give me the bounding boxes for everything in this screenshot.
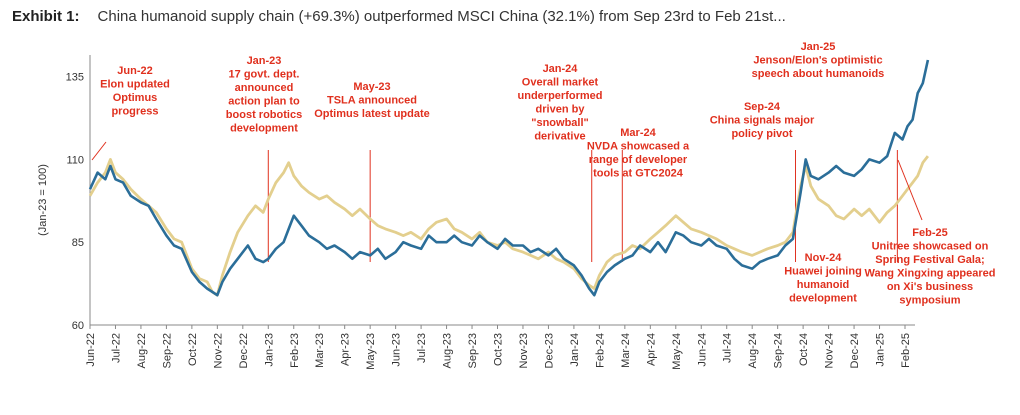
annotation-line: Unitree showcased on	[872, 241, 989, 253]
annotation-line: underperformed	[518, 90, 603, 102]
annotation-line: driven by	[536, 104, 586, 116]
x-tick-label: Jul-24	[722, 333, 734, 363]
annotation-pointer	[897, 159, 923, 221]
x-tick-label: Feb-24	[594, 333, 606, 368]
x-tick-label: Mar-23	[314, 333, 326, 368]
annotation-line: development	[230, 123, 298, 135]
annotation-line: action plan to	[228, 96, 300, 108]
annotation-line: speech about humanoids	[752, 68, 885, 80]
x-tick-label: Jan-24	[569, 333, 581, 367]
x-tick-label: Oct-23	[493, 333, 505, 366]
annotation-line: Wang Xingxing appeared	[865, 268, 996, 280]
x-tick-label: Sep-24	[773, 333, 785, 368]
x-tick-label: Oct-24	[798, 333, 810, 366]
series-line-supply_chain	[88, 59, 930, 297]
annotation-line: Feb-25	[912, 227, 947, 239]
annotation-line: Optimus latest update	[314, 108, 430, 120]
event-markers	[267, 150, 898, 262]
annotation-line: symposium	[899, 295, 960, 307]
x-tick-label: Jan-23	[263, 333, 275, 367]
y-tick-label: 85	[72, 237, 84, 249]
y-tick-label: 135	[66, 72, 84, 84]
annotation-line: on Xi's business	[887, 281, 973, 293]
annotation-line: tools at GTC2024	[593, 168, 684, 180]
annotation-line: Elon updated	[100, 79, 170, 91]
series-lines	[88, 59, 930, 297]
x-tick-label: Oct-22	[187, 333, 199, 366]
annotation-line: range of developer	[589, 154, 688, 166]
x-tick-label: Apr-23	[340, 333, 352, 366]
x-tick-label: Mar-24	[620, 333, 632, 368]
x-tick-label: Aug-22	[136, 333, 148, 368]
x-tick-label: Dec-23	[543, 333, 555, 368]
annotation-line: NVDA showcased a	[587, 141, 690, 153]
annotation-line: Optimus	[113, 92, 158, 104]
x-tick-label: Sep-22	[161, 333, 173, 368]
x-tick-label: Apr-24	[645, 333, 657, 366]
annotation-line: May-23	[353, 81, 390, 93]
annotation: Jun-22 Elon updated Optimus progress	[100, 65, 170, 118]
annotation-line: Sep-24	[744, 101, 781, 113]
x-tick-label: Nov-22	[212, 333, 224, 368]
x-tick-label: Feb-23	[289, 333, 301, 368]
annotations: Jun-22 Elon updated Optimus progress Jan-23 1…	[91, 41, 996, 307]
y-tick-label: 110	[66, 154, 84, 166]
exhibit-title: Exhibit 1: China humanoid supply chain (+…	[12, 8, 786, 25]
axes: 60 85 110 135 Jun-22 Jul-22 Aug-22 Sep-22 Oct-22…	[66, 55, 915, 370]
annotation-line: Spring Festival Gala;	[875, 254, 984, 266]
x-tick-label: May-24	[671, 333, 683, 370]
annotation-line: Jan-23	[247, 55, 282, 67]
x-tick-label: Aug-24	[747, 333, 759, 368]
annotation-line: Jan-24	[543, 63, 579, 75]
annotation-line: progress	[111, 106, 158, 118]
annotation: Feb-25 Unitree showcased on Spring Festiva…	[865, 227, 996, 307]
x-tick-label: Dec-22	[238, 333, 250, 368]
x-tick-label: Sep-23	[467, 333, 479, 368]
annotation-line: 17 govt. dept.	[229, 69, 300, 81]
annotation-line: China signals major	[710, 115, 815, 127]
x-tick-label: Jun-24	[696, 333, 708, 367]
annotation-line: policy pivot	[731, 128, 792, 140]
x-tick-label: Jan-25	[875, 333, 887, 367]
annotation-pointer	[91, 141, 107, 161]
x-tick-label: Jul-22	[110, 333, 122, 363]
x-tick-label: May-23	[365, 333, 377, 370]
annotation-line: TSLA announced	[327, 95, 417, 107]
annotation-line: Overall market	[522, 77, 599, 89]
x-tick-label: Aug-23	[442, 333, 454, 368]
annotation-line: Jenson/Elon's optimistic	[753, 55, 882, 67]
annotation: Jan-23 17 govt. dept. announced action plan…	[226, 55, 302, 135]
annotation-line: derivative	[534, 131, 585, 143]
x-tick-label: Nov-23	[518, 333, 530, 368]
annotation-line: Jan-25	[801, 41, 836, 53]
annotation-line: Huawei joining	[784, 266, 862, 278]
annotation-line: "snowball"	[531, 117, 589, 129]
annotation: May-23 TSLA announced Optimus latest updat…	[314, 81, 430, 120]
x-tick-label: Jun-23	[391, 333, 403, 367]
exhibit-title-text: China humanoid supply chain (+69.3%) out…	[97, 8, 786, 25]
x-tick-label: Nov-24	[824, 333, 836, 368]
annotation-line: Jun-22	[117, 65, 152, 77]
x-tick-label: Feb-25	[900, 333, 912, 368]
annotation-line: humanoid	[797, 279, 850, 291]
annotation: Jan-25 Jenson/Elon's optimistic speech abo…	[752, 41, 885, 80]
annotation-line: Nov-24	[805, 252, 843, 264]
annotation-line: Mar-24	[620, 127, 656, 139]
x-tick-label: Jul-23	[416, 333, 428, 363]
annotation-line: announced	[235, 82, 294, 94]
annotation: Jan-24 Overall market underperformed driven…	[518, 63, 603, 143]
annotation: Mar-24 NVDA showcased a range of developer…	[587, 127, 690, 180]
annotation-line: boost robotics	[226, 109, 302, 121]
y-tick-label: 60	[72, 320, 84, 332]
annotation: Sep-24 China signals major policy pivot	[710, 101, 815, 140]
y-axis-label: (Jan-23 = 100)	[37, 164, 49, 236]
annotation-line: development	[789, 293, 857, 305]
annotation: Nov-24 Huawei joining humanoid development	[784, 252, 862, 305]
exhibit-label: Exhibit 1:	[12, 8, 80, 25]
x-tick-label: Dec-24	[849, 333, 861, 368]
x-tick-label: Jun-22	[85, 333, 97, 367]
